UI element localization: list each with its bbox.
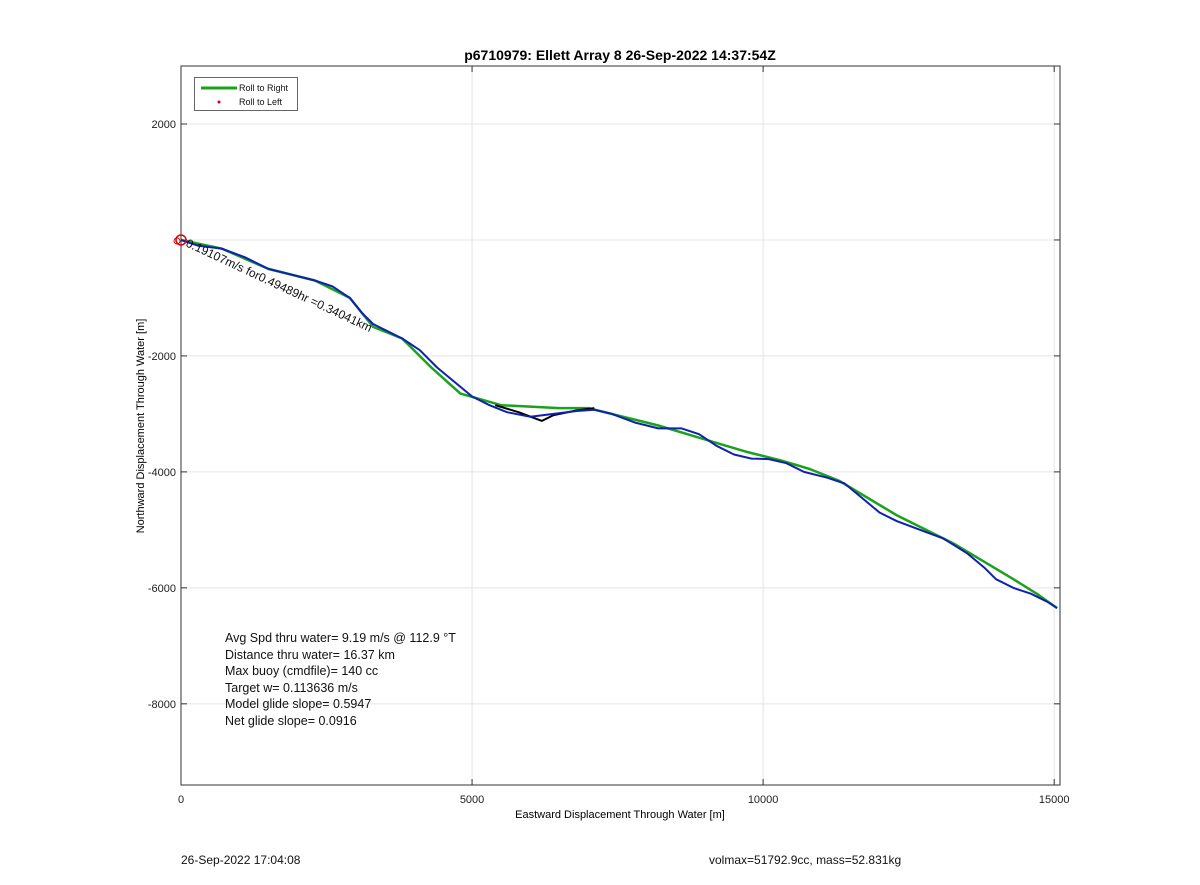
- start-marker-icon: [175, 234, 187, 246]
- series-line-2: [180, 239, 1058, 609]
- start-marker-icon: [173, 237, 181, 245]
- y-tick-label: -8000: [148, 699, 176, 711]
- stat-net-glide: Net glide slope= 0.0916: [225, 713, 357, 728]
- stat-distance: Distance thru water= 16.37 km: [225, 647, 395, 662]
- stat-avg-speed: Avg Spd thru water= 9.19 m/s @ 112.9 °T: [225, 631, 456, 645]
- y-tick-label: -4000: [148, 467, 176, 479]
- grid-layer: [180, 66, 1060, 785]
- legend-item-roll-right: Roll to Right: [195, 81, 297, 95]
- x-axis-label: Eastward Displacement Through Water [m]: [515, 809, 725, 821]
- tick-layer: 0 5000 10000 15000 2000 -2000 -4000 -6000 -8000: [148, 66, 1070, 806]
- stats-panel: Avg Spd thru water= 9.19 m/s @ 112.9 °T …: [225, 630, 456, 729]
- legend-swatch-roll-left: [217, 100, 221, 104]
- stat-target-w: Target w= 0.113636 m/s: [225, 680, 358, 695]
- path-annotation: 0.19107m/s for0.49489hr =0.34041km: [184, 236, 375, 335]
- chart-title: p6710979: Ellett Array 8 26-Sep-2022 14:…: [464, 47, 776, 63]
- x-tick-label: 10000: [748, 794, 779, 806]
- x-tick-label: 0: [178, 794, 184, 806]
- marker-layer: [173, 234, 187, 246]
- x-tick-label: 5000: [460, 794, 484, 806]
- legend-label-roll-left: Roll to Left: [239, 97, 283, 107]
- y-tick-label: -6000: [148, 583, 176, 595]
- legend-item-roll-left: Roll to Left: [195, 95, 297, 109]
- x-tick-label: 15000: [1039, 794, 1070, 806]
- legend-swatch-roll-right: [201, 86, 237, 90]
- legend-label-roll-right: Roll to Right: [239, 83, 289, 93]
- stat-model-glide: Model glide slope= 0.5947: [225, 697, 372, 711]
- series-layer: [180, 238, 1058, 610]
- footer-timestamp: 26-Sep-2022 17:04:08: [181, 853, 301, 867]
- axes-box: [180, 65, 1061, 786]
- y-axis-label: Northward Displacement Through Water [m]: [135, 319, 147, 534]
- y-tick-label: 2000: [152, 119, 176, 131]
- y-tick-label: -2000: [148, 351, 176, 363]
- footer-volmax-mass: volmax=51792.9cc, mass=52.831kg: [709, 853, 902, 867]
- legend: Roll to Right Roll to Left: [194, 77, 298, 111]
- stat-max-buoy: Max buoy (cmdfile)= 140 cc: [225, 664, 379, 678]
